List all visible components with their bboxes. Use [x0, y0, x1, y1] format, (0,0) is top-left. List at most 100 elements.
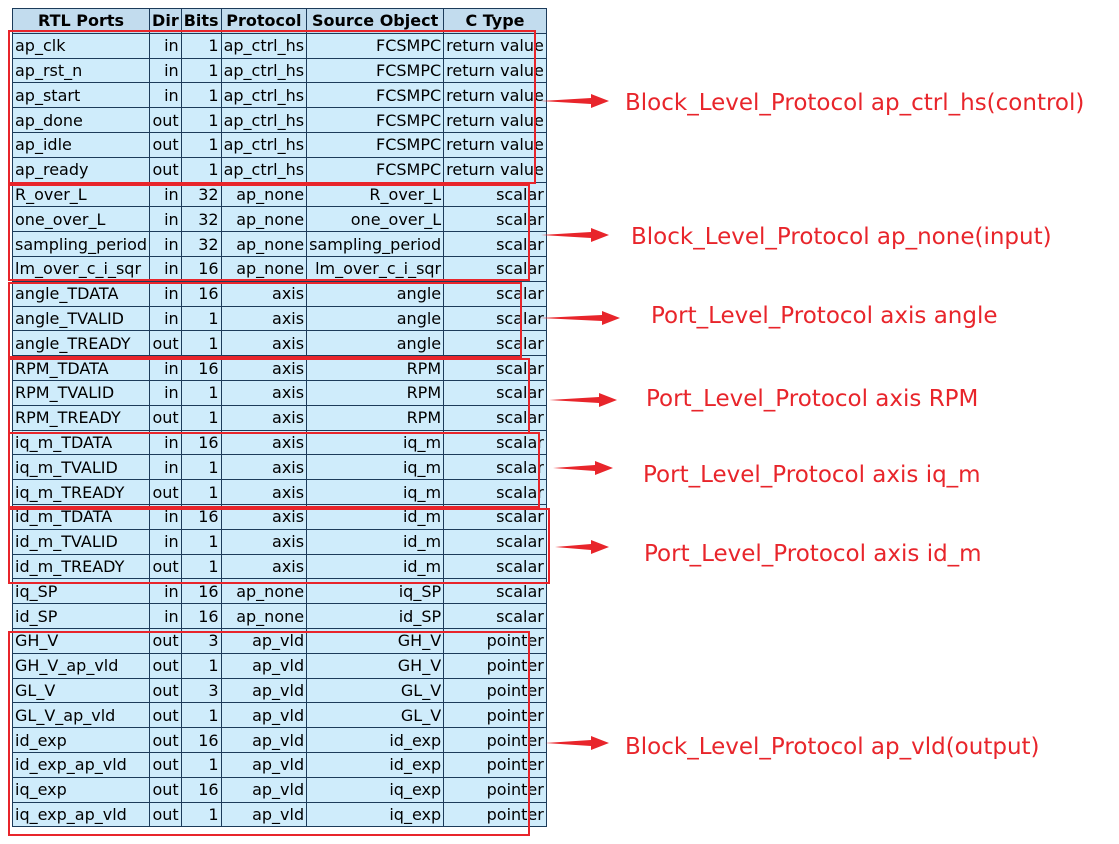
cell-source-object: FCSMPC — [306, 82, 445, 109]
annotation-label-ap-vld: Block_Level_Protocol ap_vld(output) — [625, 734, 1040, 760]
cell-c-type: return value — [443, 107, 547, 133]
cell-bits: 1 — [180, 404, 222, 431]
cell-c-type: scalar — [443, 528, 547, 555]
cell-dir: out — [149, 702, 182, 729]
cell-protocol: ap_ctrl_hs — [220, 156, 308, 183]
cell-c-type: return value — [443, 82, 547, 109]
table-row: angle_TDATA in 16 axis angle scalar — [11, 280, 547, 307]
cell-source-object: iq_m — [306, 479, 445, 505]
cell-protocol: axis — [220, 330, 308, 357]
annotation-label-axis-iq-m: Port_Level_Protocol axis iq_m — [643, 462, 981, 488]
annotation-box-axis-angle — [8, 282, 522, 358]
cell-protocol: ap_none — [220, 231, 308, 257]
annotation-label-axis-angle: Port_Level_Protocol axis angle — [651, 303, 998, 329]
annotation-box-axis-id-m — [8, 508, 550, 584]
table-row: id_exp out 16 ap_vld id_exp pointer — [11, 727, 547, 753]
cell-rtl-port: iq_m_TVALID — [11, 454, 151, 481]
cell-protocol: ap_vld — [220, 776, 308, 803]
cell-bits: 1 — [180, 330, 222, 357]
cell-source-object: RPM — [306, 404, 445, 431]
cell-dir: in — [149, 603, 182, 629]
cell-source-object: GL_V — [306, 702, 445, 729]
annotation-box-ap-ctrl-hs — [8, 30, 536, 184]
cell-c-type: scalar — [443, 603, 547, 629]
cell-source-object: FCSMPC — [306, 156, 445, 183]
cell-bits: 1 — [180, 156, 222, 183]
cell-bits: 32 — [180, 206, 222, 233]
header-c-type: C Type — [443, 8, 547, 34]
table-row: iq_m_TVALID in 1 axis iq_m scalar — [11, 454, 547, 481]
table-row: ap_done out 1 ap_ctrl_hs FCSMPC return value — [11, 107, 547, 133]
header-protocol: Protocol — [220, 8, 308, 34]
cell-rtl-port: GL_V_ap_vld — [11, 702, 151, 729]
cell-protocol: ap_none — [220, 206, 308, 233]
cell-bits: 1 — [180, 751, 222, 778]
cell-protocol: ap_vld — [220, 727, 308, 753]
annotation-box-axis-rpm — [8, 358, 530, 434]
cell-source-object: GH_V — [306, 652, 445, 679]
annotation-label-ap-ctrl-hs: Block_Level_Protocol ap_ctrl_hs(control) — [625, 90, 1085, 116]
table-row: id_SP in 16 ap_none id_SP scalar — [11, 603, 547, 629]
annotation-label-ap-none: Block_Level_Protocol ap_none(input) — [631, 224, 1052, 250]
cell-rtl-port: lm_over_c_i_sqr — [11, 255, 151, 282]
cell-dir: in — [149, 255, 182, 282]
cell-source-object: FCSMPC — [306, 32, 445, 59]
arrow-icon — [541, 228, 609, 242]
cell-source-object: FCSMPC — [306, 131, 445, 158]
annotation-label-axis-id-m: Port_Level_Protocol axis id_m — [644, 541, 982, 567]
cell-dir: in — [149, 454, 182, 481]
arrow-icon — [545, 736, 609, 750]
cell-protocol: axis — [220, 479, 308, 505]
cell-rtl-port: id_m_TREADY — [11, 553, 151, 580]
cell-protocol: axis — [220, 528, 308, 555]
cell-c-type: scalar — [443, 454, 547, 481]
cell-c-type: return value — [443, 57, 547, 84]
cell-bits: 1 — [180, 479, 222, 505]
annotation-box-ap-vld — [8, 631, 530, 836]
arrow-icon — [540, 311, 620, 325]
table-row: angle_TVALID in 1 axis angle scalar — [11, 305, 547, 332]
cell-protocol: ap_ctrl_hs — [220, 131, 308, 158]
cell-rtl-port: angle_TREADY — [11, 330, 151, 357]
cell-source-object: id_SP — [306, 603, 445, 629]
cell-dir: in — [149, 82, 182, 109]
table-row: iq_exp_ap_vld out 1 ap_vld iq_exp pointer — [11, 801, 547, 828]
table-row: id_m_TVALID in 1 axis id_m scalar — [11, 528, 547, 555]
cell-source-object: iq_exp — [306, 776, 445, 803]
cell-dir: out — [149, 801, 182, 828]
annotation-box-axis-iq-m — [8, 432, 540, 508]
cell-dir: out — [149, 156, 182, 183]
cell-rtl-port: id_SP — [11, 603, 151, 629]
cell-rtl-port: GL_V — [11, 677, 151, 704]
cell-bits: 1 — [180, 652, 222, 679]
cell-protocol: ap_vld — [220, 652, 308, 679]
cell-source-object: one_over_L — [306, 206, 445, 233]
cell-protocol: ap_vld — [220, 677, 308, 704]
cell-dir: in — [149, 32, 182, 59]
cell-rtl-port: ap_rst_n — [11, 57, 151, 84]
cell-rtl-port: ap_ready — [11, 156, 151, 183]
cell-bits: 3 — [180, 677, 222, 704]
cell-dir: out — [149, 652, 182, 679]
header-source-object: Source Object — [306, 8, 445, 34]
cell-bits: 1 — [180, 553, 222, 580]
cell-source-object: angle — [306, 330, 445, 357]
cell-c-type: return value — [443, 32, 547, 59]
cell-protocol: axis — [220, 379, 308, 406]
cell-rtl-port: one_over_L — [11, 206, 151, 233]
cell-source-object: id_exp — [306, 727, 445, 753]
cell-protocol: axis — [220, 454, 308, 481]
cell-protocol: ap_ctrl_hs — [220, 57, 308, 84]
cell-source-object: iq_exp — [306, 801, 445, 828]
cell-dir: in — [149, 280, 182, 307]
cell-protocol: ap_vld — [220, 751, 308, 778]
table-header-row: RTL Ports Dir Bits Protocol Source Objec… — [11, 8, 547, 34]
cell-source-object: GL_V — [306, 677, 445, 704]
table-row: GL_V_ap_vld out 1 ap_vld GL_V pointer — [11, 702, 547, 729]
cell-source-object: id_m — [306, 553, 445, 580]
cell-protocol: ap_none — [220, 255, 308, 282]
cell-dir: in — [149, 305, 182, 332]
cell-bits: 1 — [180, 107, 222, 133]
cell-rtl-port: RPM_TREADY — [11, 404, 151, 431]
cell-rtl-port: iq_exp_ap_vld — [11, 801, 151, 828]
